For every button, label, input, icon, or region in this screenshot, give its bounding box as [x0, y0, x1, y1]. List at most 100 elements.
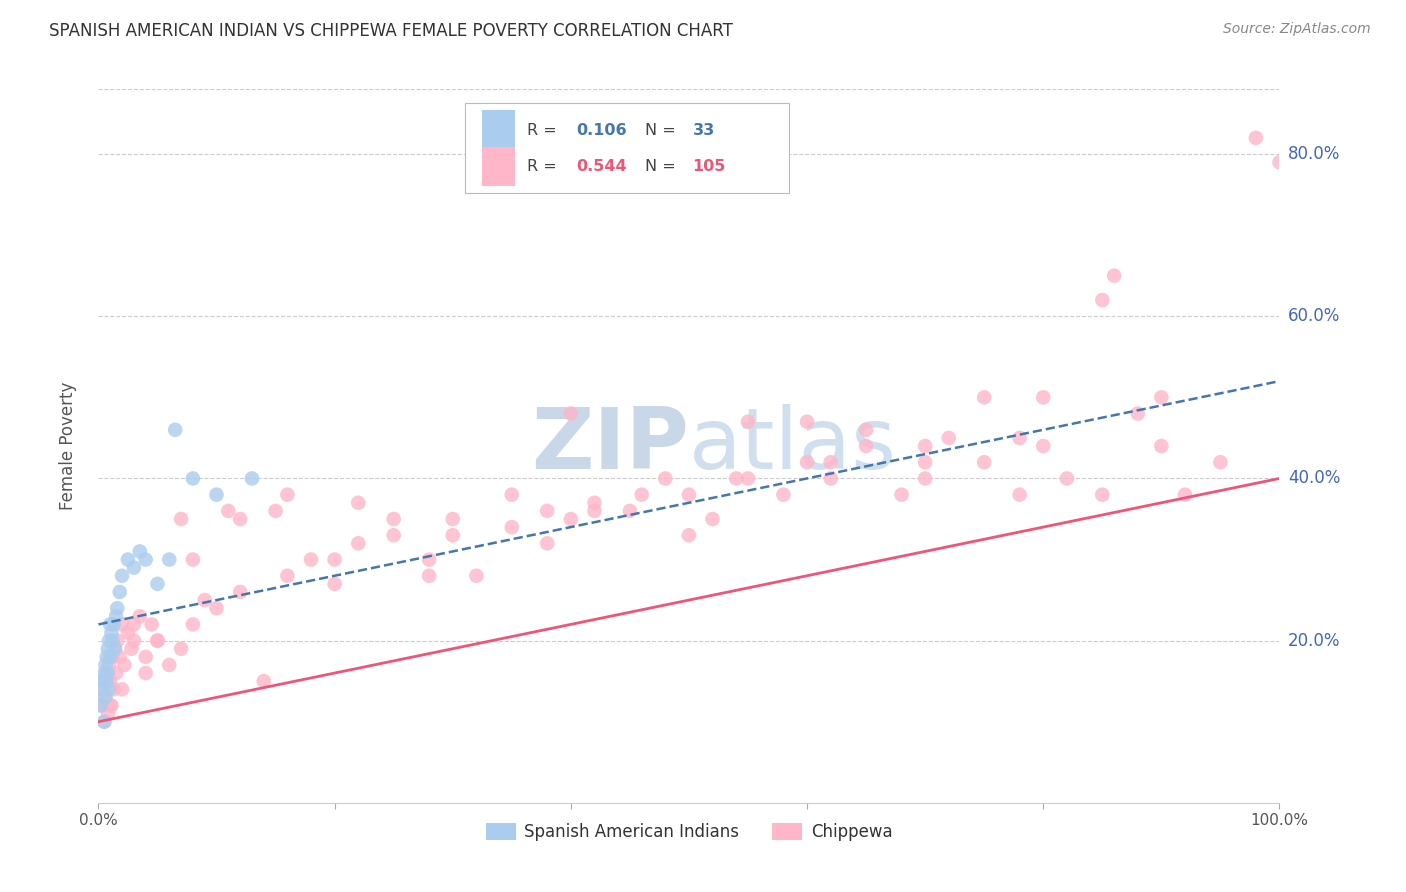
Point	[111, 568, 134, 582]
Point	[1268, 155, 1291, 169]
Text: N =: N =	[645, 159, 681, 174]
Point	[973, 455, 995, 469]
Point	[264, 504, 287, 518]
Point	[501, 488, 523, 502]
Point	[1032, 390, 1054, 404]
Point	[1174, 488, 1197, 502]
Point	[501, 520, 523, 534]
Point	[100, 625, 122, 640]
Text: R =: R =	[527, 122, 562, 137]
Point	[117, 625, 139, 640]
Point	[194, 593, 217, 607]
Point	[122, 633, 145, 648]
Point	[820, 455, 842, 469]
Point	[141, 617, 163, 632]
Point	[560, 512, 582, 526]
Point	[914, 439, 936, 453]
Bar	[482, 146, 516, 186]
Point	[128, 609, 150, 624]
Text: 33: 33	[693, 122, 714, 137]
Point	[890, 488, 912, 502]
Point	[170, 512, 193, 526]
Point	[157, 657, 180, 672]
Text: 80.0%: 80.0%	[1288, 145, 1340, 163]
Point	[323, 577, 346, 591]
Point	[441, 528, 464, 542]
Point	[98, 617, 121, 632]
Point	[1150, 390, 1173, 404]
Point	[97, 666, 120, 681]
Point	[104, 641, 127, 656]
Point	[135, 552, 157, 566]
Point	[121, 641, 143, 656]
Point	[1032, 439, 1054, 453]
Point	[1244, 131, 1267, 145]
Point	[1056, 471, 1078, 485]
Point	[1008, 431, 1031, 445]
Point	[135, 649, 157, 664]
Text: atlas: atlas	[689, 404, 897, 488]
Text: R =: R =	[527, 159, 562, 174]
Point	[98, 657, 121, 672]
Point	[101, 649, 124, 664]
Point	[678, 528, 700, 542]
Point	[108, 585, 131, 599]
Point	[104, 641, 127, 656]
Point	[323, 552, 346, 566]
Point	[146, 633, 169, 648]
Point	[737, 471, 759, 485]
Point	[619, 504, 641, 518]
Point	[93, 714, 115, 729]
Point	[418, 552, 440, 566]
Point	[128, 544, 150, 558]
Point	[94, 690, 117, 705]
Text: 40.0%: 40.0%	[1288, 469, 1340, 487]
Point	[122, 560, 145, 574]
Point	[299, 552, 322, 566]
Point	[90, 682, 112, 697]
Point	[347, 536, 370, 550]
Point	[276, 568, 298, 582]
Point	[382, 528, 405, 542]
Point	[772, 488, 794, 502]
Point	[135, 666, 157, 681]
Point	[91, 674, 114, 689]
Point	[97, 641, 120, 656]
Point	[181, 552, 204, 566]
Point	[96, 674, 118, 689]
Point	[105, 633, 128, 648]
Text: ZIP: ZIP	[531, 404, 689, 488]
Point	[105, 609, 128, 624]
Point	[98, 698, 121, 713]
Point	[253, 674, 276, 689]
Point	[98, 633, 121, 648]
Text: 105: 105	[693, 159, 725, 174]
Point	[103, 617, 125, 632]
Point	[100, 698, 122, 713]
Point	[583, 504, 606, 518]
Point	[94, 690, 117, 705]
Point	[702, 512, 724, 526]
Text: SPANISH AMERICAN INDIAN VS CHIPPEWA FEMALE POVERTY CORRELATION CHART: SPANISH AMERICAN INDIAN VS CHIPPEWA FEMA…	[49, 22, 733, 40]
Y-axis label: Female Poverty: Female Poverty	[59, 382, 77, 510]
Point	[1008, 488, 1031, 502]
Point	[108, 649, 131, 664]
Point	[157, 552, 180, 566]
Point	[217, 504, 239, 518]
Point	[678, 488, 700, 502]
Point	[560, 407, 582, 421]
Point	[91, 674, 114, 689]
Point	[441, 512, 464, 526]
Point	[90, 698, 112, 713]
Point	[98, 649, 121, 664]
Point	[737, 415, 759, 429]
Point	[914, 471, 936, 485]
Point	[347, 496, 370, 510]
Point	[146, 577, 169, 591]
Point	[181, 617, 204, 632]
Point	[938, 431, 960, 445]
Point	[146, 633, 169, 648]
Text: 60.0%: 60.0%	[1288, 307, 1340, 326]
Point	[855, 423, 877, 437]
Point	[91, 698, 114, 713]
